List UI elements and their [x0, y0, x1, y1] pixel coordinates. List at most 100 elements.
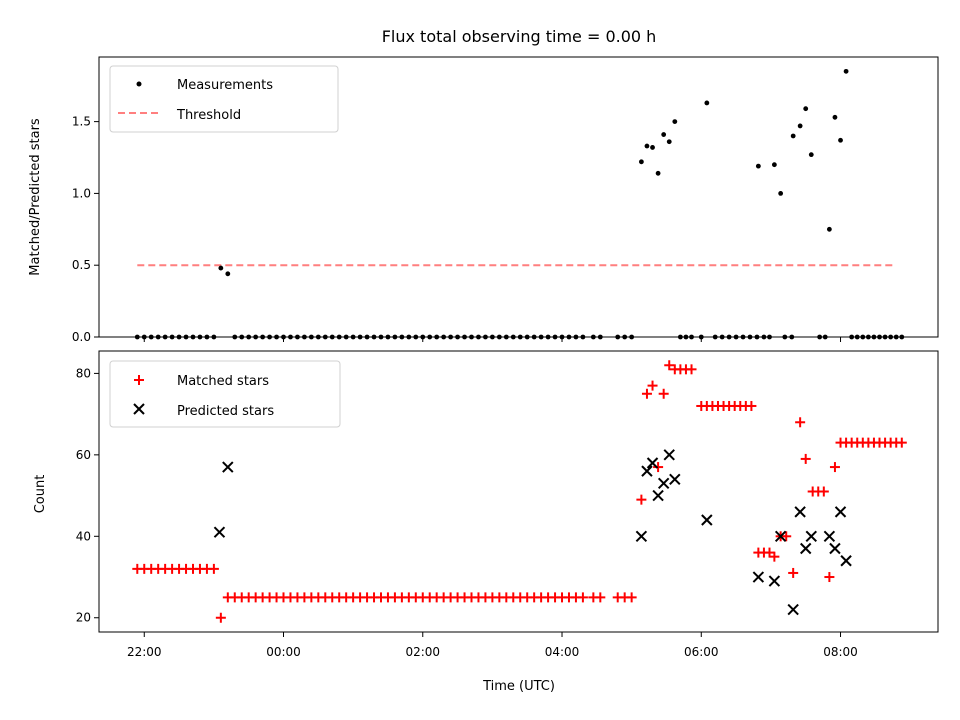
bottom-legend-box — [109, 360, 341, 428]
measurement-point — [638, 159, 644, 165]
measurement-point — [655, 170, 661, 176]
matched-star-point — [781, 531, 792, 542]
predicted-star-point — [834, 506, 847, 518]
bottom-legend: Matched stars Predicted stars — [109, 360, 341, 428]
measurement-point — [790, 133, 796, 139]
matched-star-point — [824, 572, 835, 583]
x-tick-label: 02:00 — [405, 645, 440, 659]
top-axes-frame — [98, 56, 939, 338]
bottom-y-axis-label: Count — [33, 475, 48, 514]
predicted-star-point — [787, 603, 799, 616]
predicted-star-point — [652, 489, 664, 502]
predicted-star-point — [823, 530, 836, 543]
legend-threshold-label: Threshold — [176, 108, 241, 123]
predicted-star-point — [641, 465, 653, 477]
x-tick-label: 08:00 — [823, 645, 858, 659]
matched-star-point — [769, 551, 780, 562]
top-y-tick-label: 0.5 — [72, 258, 91, 272]
measurement-point — [225, 271, 231, 277]
matched-star-point — [746, 400, 757, 411]
matched-star-point — [795, 417, 806, 428]
matched-star-point — [641, 388, 652, 399]
predicted-star-point — [669, 473, 681, 485]
predicted-star-point — [222, 461, 234, 473]
bottom-y-tick-label: 80 — [76, 366, 91, 380]
bottom-panel-marks — [132, 360, 907, 623]
legend-matched-marker — [134, 375, 144, 385]
matched-star-point — [788, 567, 799, 578]
measurement-point — [826, 226, 832, 232]
predicted-star-point — [213, 526, 226, 538]
matched-star-point — [818, 486, 829, 497]
legend-predicted-marker — [133, 403, 145, 415]
bottom-y-tick-label: 60 — [76, 448, 91, 462]
measurement-point — [704, 100, 710, 106]
predicted-star-point — [829, 542, 841, 555]
top-x-ticks — [143, 337, 842, 342]
predicted-star-point — [768, 575, 781, 587]
measurement-point — [778, 191, 784, 196]
legend-matched-label: Matched stars — [177, 374, 269, 389]
x-tick-label: 04:00 — [545, 645, 580, 659]
measurement-point — [650, 145, 655, 150]
legend-predicted-label: Predicted stars — [177, 404, 274, 419]
predicted-star-point — [663, 449, 675, 461]
top-y-tick-label: 1.0 — [72, 186, 91, 200]
top-y-tick-label: 1.5 — [72, 115, 91, 129]
predicted-star-point — [752, 571, 765, 583]
predicted-star-point — [657, 477, 670, 490]
matched-star-point — [636, 494, 647, 505]
matched-star-point — [626, 592, 637, 603]
bottom-axes-frame — [98, 350, 939, 633]
bottom-y-tick-label: 40 — [76, 529, 91, 543]
measurement-point — [808, 152, 814, 158]
matched-star-point — [896, 437, 907, 448]
measurement-point — [843, 68, 849, 74]
predicted-star-point — [701, 514, 713, 526]
measurement-point — [661, 132, 667, 137]
matched-star-point — [800, 453, 811, 464]
measurement-point — [832, 114, 838, 120]
bottom-x-ticks: 22:00 00:00 02:00 04:00 06:00 08:00 — [127, 632, 858, 659]
matched-star-point — [653, 462, 664, 473]
predicted-star-point — [635, 530, 648, 543]
measurement-point — [666, 139, 672, 145]
predicted-star-point — [646, 457, 659, 469]
measurement-point — [771, 162, 777, 168]
legend-measurements-label: Measurements — [177, 78, 273, 93]
x-axis-label: Time (UTC) — [482, 679, 555, 694]
measurement-point — [644, 143, 650, 149]
predicted-star-point — [800, 542, 812, 555]
measurement-point — [218, 265, 224, 271]
matched-star-point — [658, 388, 669, 399]
matched-star-point — [664, 360, 675, 371]
predicted-star-point — [774, 530, 787, 543]
predicted-star-point — [805, 530, 817, 543]
predicted-star-point — [794, 506, 806, 518]
measurement-point — [803, 106, 809, 112]
matched-star-point — [208, 563, 219, 574]
x-tick-label: 00:00 — [266, 645, 301, 659]
measurement-point — [755, 163, 761, 169]
chart-title: Flux total observing time = 0.00 h — [382, 27, 657, 46]
matched-star-point — [647, 380, 658, 391]
top-legend-box — [109, 65, 339, 133]
top-legend: Measurements Threshold — [109, 65, 339, 133]
bottom-y-ticks: 20 40 60 80 — [76, 366, 99, 625]
matched-star-point — [215, 612, 226, 623]
bottom-y-tick-label: 20 — [76, 611, 91, 625]
measurement-point — [672, 119, 678, 125]
top-y-ticks: 0.0 0.5 1.0 1.5 — [72, 115, 99, 344]
matched-star-point — [577, 592, 588, 603]
x-tick-label: 22:00 — [127, 645, 162, 659]
top-y-tick-label: 0.0 — [72, 330, 91, 344]
matched-star-point — [686, 364, 697, 375]
matched-star-point — [829, 462, 840, 473]
legend-measurements-marker — [136, 81, 142, 87]
x-tick-label: 06:00 — [684, 645, 719, 659]
measurement-point — [838, 137, 843, 143]
matched-star-point — [595, 592, 606, 603]
measurement-point — [797, 123, 803, 129]
